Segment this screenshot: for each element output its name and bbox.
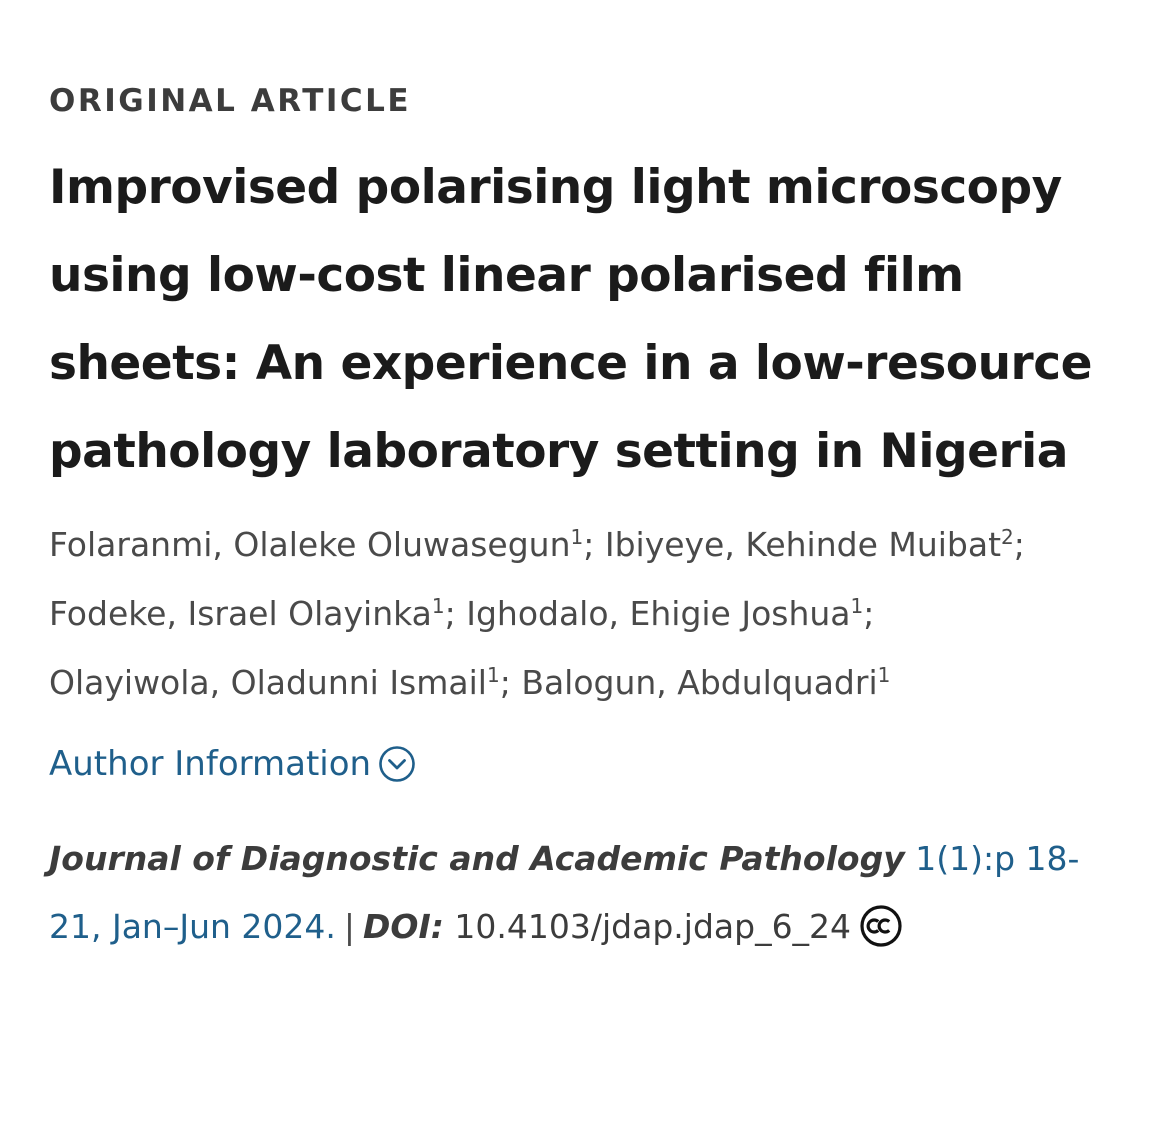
author-list: Folaranmi, Olaleke Oluwasegun1; Ibiyeye,… — [49, 525, 1025, 702]
doi-value: 10.4103/jdap.jdap_6_24 — [454, 907, 852, 946]
affiliation-mark: 1 — [877, 663, 891, 687]
affiliation-mark: 1 — [431, 594, 445, 618]
author-information-toggle[interactable]: Author Information — [49, 741, 417, 787]
doi-label: DOI: — [363, 907, 444, 946]
volume-issue-link[interactable]: 1(1):p 18-21, Jan–Jun 2024. — [49, 839, 1080, 946]
chevron-down-circle-icon — [379, 746, 415, 782]
author-name: Folaranmi, Olaleke Oluwasegun — [49, 525, 571, 564]
affiliation-mark: 1 — [850, 594, 864, 618]
affiliation-mark: 1 — [486, 663, 500, 687]
author-name: Fodeke, Israel Olayinka — [49, 594, 432, 633]
article-type: ORIGINAL ARTICLE — [49, 83, 412, 119]
citation-separator: | — [343, 907, 355, 946]
affiliation-mark: 2 — [1001, 525, 1014, 549]
author-name: Olayiwola, Oladunni Ismail — [49, 663, 487, 702]
article-title: Improvised polarising light microscopy u… — [49, 160, 1092, 479]
author-name: Ibiyeye, Kehinde Muibat — [604, 525, 1002, 564]
affiliation-mark: 1 — [570, 525, 584, 549]
author-information-label: Author Information — [49, 744, 372, 784]
author-name: Ighodalo, Ehigie Joshua — [466, 594, 851, 633]
citation: Journal of Diagnostic and Academic Patho… — [49, 825, 1119, 961]
author-name: Balogun, Abdulquadri — [521, 663, 878, 702]
journal-name: Journal of Diagnostic and Academic Patho… — [49, 839, 905, 878]
creative-commons-icon[interactable] — [859, 904, 903, 948]
